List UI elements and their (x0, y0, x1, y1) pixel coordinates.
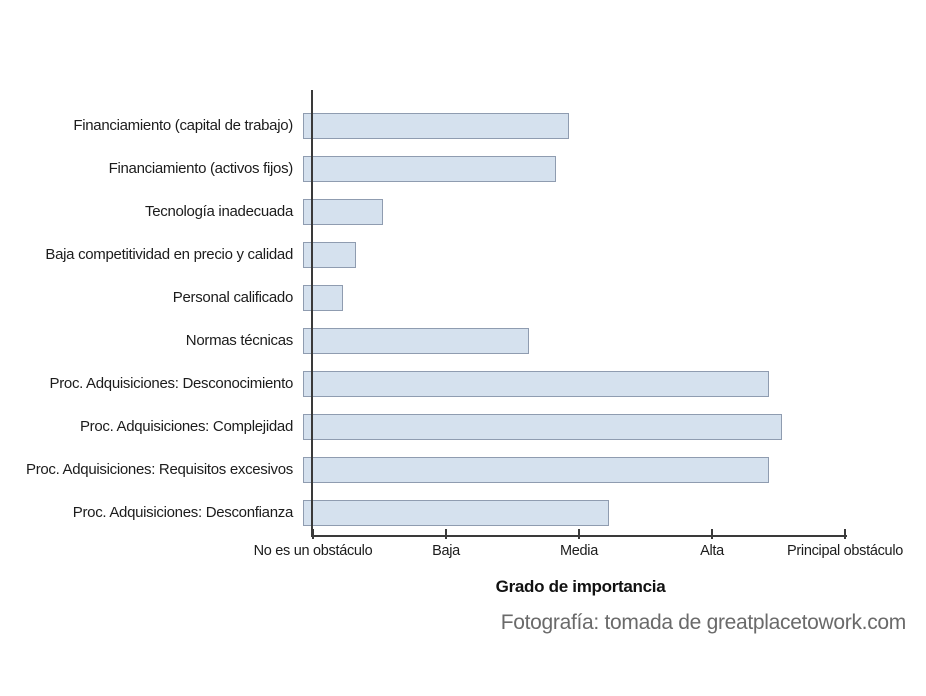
y-axis-line (311, 90, 313, 537)
x-tick-mark (711, 529, 713, 539)
x-tick-mark (578, 529, 580, 539)
bar-track (303, 104, 926, 147)
category-label: Personal calificado (172, 289, 294, 306)
x-tick-label: Media (560, 543, 598, 559)
bar-rows: Financiamiento (capital de trabajo) Finan… (0, 104, 926, 534)
bar-track (303, 233, 926, 276)
category-label: Proc. Adquisiciones: Complejidad (79, 418, 293, 435)
x-axis-title: Grado de importancia (495, 577, 666, 596)
x-tick-label: Principal obstáculo (786, 543, 904, 559)
bar (303, 327, 530, 354)
chart-row: Proc. Adquisiciones: Desconocimiento (0, 362, 926, 405)
bar (303, 198, 383, 225)
category-label: Proc. Adquisiciones: Desconfianza (72, 504, 294, 521)
chart-row: Proc. Adquisiciones: Requisitos excesivo… (0, 448, 926, 491)
bar (303, 499, 609, 526)
category-label: Baja competitividad en precio y calidad (45, 246, 293, 263)
chart-row: Financiamiento (capital de trabajo) (0, 104, 926, 147)
chart-row: Tecnología inadecuada (0, 190, 926, 233)
chart-row: Proc. Adquisiciones: Desconfianza (0, 491, 926, 534)
bar-track (303, 147, 926, 190)
bar-track (303, 448, 926, 491)
bar (303, 413, 782, 440)
bar (303, 112, 569, 139)
bar-track (303, 190, 926, 233)
bar-track (303, 276, 926, 319)
chart-row: Proc. Adquisiciones: Complejidad (0, 405, 926, 448)
chart-row: Normas técnicas (0, 319, 926, 362)
x-tick-mark (312, 529, 314, 539)
bar (303, 284, 343, 311)
x-tick-label: No es un obstáculo (253, 543, 373, 559)
bar-track (303, 319, 926, 362)
chart-row: Baja competitividad en precio y calidad (0, 233, 926, 276)
bar-track (303, 491, 926, 534)
bar-track (303, 405, 926, 448)
category-label: Financiamiento (capital de trabajo) (73, 117, 293, 134)
bar-track (303, 362, 926, 405)
x-tick-label: Alta (700, 543, 724, 559)
bar (303, 456, 769, 483)
category-label: Financiamiento (activos fijos) (108, 160, 294, 177)
category-label: Tecnología inadecuada (145, 203, 293, 220)
bar (303, 370, 769, 397)
category-label: Normas técnicas (185, 332, 294, 349)
category-label: Proc. Adquisiciones: Requisitos excesivo… (25, 461, 293, 478)
x-tick-mark (844, 529, 846, 539)
chart-row: Financiamiento (activos fijos) (0, 147, 926, 190)
chart-row: Personal calificado (0, 276, 926, 319)
image-credit: Fotografía: tomada de greatplacetowork.c… (500, 611, 907, 634)
category-label: Proc. Adquisiciones: Desconocimiento (49, 375, 294, 392)
bar (303, 155, 556, 182)
x-tick-label: Baja (432, 543, 460, 559)
x-tick-mark (445, 529, 447, 539)
